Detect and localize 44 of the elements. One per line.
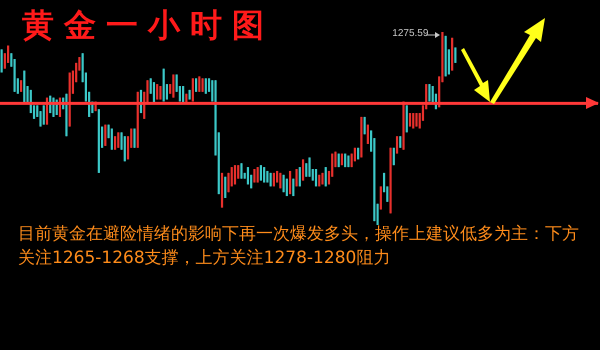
candlestick: [204, 78, 207, 94]
candlestick: [454, 46, 456, 64]
candlestick: [408, 112, 412, 128]
candlestick: [399, 136, 402, 148]
candlestick: [292, 178, 294, 197]
candlestick: [234, 164, 236, 185]
candlestick: [194, 78, 198, 92]
candlestick: [272, 172, 275, 187]
candlestick: [412, 112, 414, 129]
candlestick: [308, 156, 311, 178]
chart-title: 黄金一小时图: [22, 6, 274, 45]
annotation: 1275.59: [392, 28, 429, 39]
candlestick: [344, 153, 346, 168]
candlestick: [295, 168, 298, 187]
candlestick: [314, 168, 318, 187]
candlestick: [201, 78, 204, 92]
candlestick: [298, 166, 301, 187]
candlestick: [415, 112, 418, 128]
candlestick: [192, 78, 194, 102]
candlestick: [104, 124, 106, 146]
candlestick: [117, 132, 120, 148]
candlestick: [246, 166, 250, 185]
candlestick: [256, 166, 259, 184]
candlestick: [224, 176, 226, 198]
candlestick: [263, 166, 266, 184]
candlestick: [428, 84, 431, 102]
candlestick: [396, 136, 398, 154]
candlestick: [110, 128, 113, 150]
candlestick: [114, 136, 116, 150]
candlestick: [270, 172, 272, 187]
candlestick: [253, 168, 256, 184]
candlestick: [240, 162, 243, 180]
candlestick: [364, 116, 366, 135]
candlestick: [198, 76, 200, 92]
candlestick: [156, 84, 158, 100]
candlestick: [286, 178, 288, 197]
candlestick: [133, 128, 136, 148]
annotation: 目前黄金在避险情绪的影响下再一次爆发多头，操作上建议低多为主：下方关注1265-1268支撑，上方关注1278-1280阻力: [18, 223, 580, 270]
candlestick: [366, 124, 369, 144]
candlestick: [324, 166, 327, 187]
candlestick: [159, 86, 162, 100]
candlestick: [279, 172, 282, 189]
candlestick: [260, 164, 262, 182]
candlestick: [338, 153, 340, 168]
